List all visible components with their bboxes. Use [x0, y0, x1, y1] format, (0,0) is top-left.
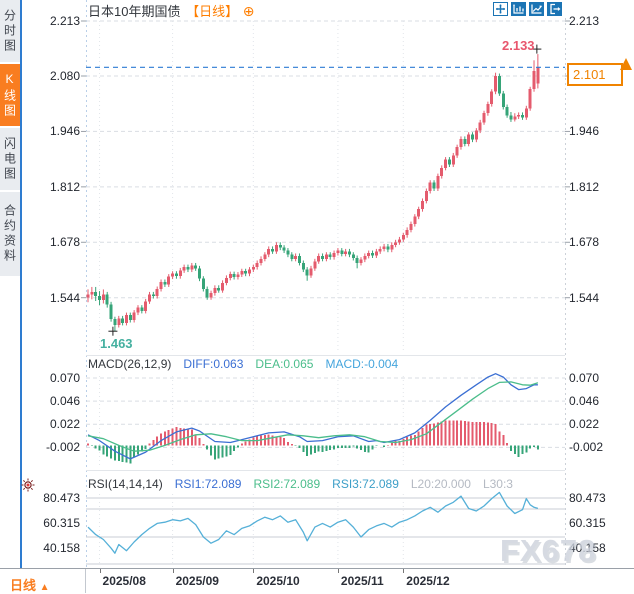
low-price-marker: 1.463 — [100, 336, 133, 351]
indicator-value-label: RSI2:72.089 — [253, 477, 321, 491]
rsi-axis-label: 40.158 — [43, 541, 80, 555]
sidebar-tab-timeshare[interactable]: 分时图 — [0, 0, 20, 62]
macd-dea-line — [87, 381, 539, 452]
period-selector[interactable]: 日线 ▲ — [10, 578, 50, 593]
sidebar-tab-kline[interactable]: K线图 — [0, 64, 20, 126]
price-axis-label: 1.544 — [569, 290, 600, 305]
price-axis-label: 1.946 — [49, 124, 80, 139]
indicator-value-label: L30:3 — [482, 477, 513, 491]
indicator-value-label: MACD(26,12,9) — [88, 357, 172, 371]
price-axis-label: 1.946 — [569, 124, 600, 139]
macd-axis-label: -0.002 — [569, 440, 604, 455]
price-axis-label: 1.678 — [569, 235, 600, 250]
time-axis-label: 2025/09 — [175, 574, 219, 588]
rsi-line — [87, 491, 539, 554]
scroll-to-latest-icon[interactable] — [620, 58, 632, 70]
macd-axis-label: -0.002 — [45, 440, 80, 455]
axis-corner-divider — [85, 569, 86, 593]
draw-line-icon[interactable] — [529, 2, 544, 16]
time-axis-label: 2025/08 — [102, 574, 146, 588]
rsi-axis-label: 80.473 — [569, 490, 606, 505]
add-indicator-icon[interactable]: ⊕ — [242, 3, 255, 19]
rsi-axis-label: 40.158 — [569, 541, 606, 555]
macd-axis-label: 0.070 — [49, 371, 80, 386]
macd-axis-label: 0.046 — [49, 394, 80, 409]
time-axis-label: 2025/10 — [256, 574, 300, 588]
period-tag[interactable]: 【日线】 — [186, 4, 239, 19]
indicator-value-label: RSI1:72.089 — [174, 477, 242, 491]
chart-toolbar — [493, 2, 562, 16]
rsi-axis-label: 60.315 — [569, 516, 606, 530]
time-axis-tick — [99, 569, 101, 573]
panel-separator — [86, 470, 565, 471]
indicator-value-label: DEA:0.065 — [255, 357, 314, 371]
range-stats-icon[interactable] — [511, 2, 526, 16]
rsi-axis-label: 60.315 — [43, 516, 80, 530]
macd-axis-label: 0.046 — [569, 394, 600, 409]
price-axis-label: 1.678 — [49, 235, 80, 250]
crosshair-icon[interactable] — [493, 2, 508, 16]
time-axis-tick — [253, 569, 255, 573]
page-forward-icon[interactable] — [547, 2, 562, 16]
price-axis-label: 2.213 — [49, 14, 80, 28]
price-axis-label: 2.080 — [49, 69, 80, 83]
left-sidebar: 分时图 K线图 闪电图 合约资料 — [0, 0, 20, 593]
rsi-axis-label: 80.473 — [43, 490, 80, 505]
macd-axis-label: 0.070 — [569, 371, 600, 386]
indicator-value-label: L20:20.000 — [410, 477, 471, 491]
indicator-value-label: MACD:-0.004 — [325, 357, 399, 371]
price-axis-label: 1.812 — [569, 179, 600, 194]
price-axis-label: 1.544 — [49, 290, 80, 305]
time-axis-tick — [337, 569, 339, 573]
indicator-value-label: RSI3:72.089 — [332, 477, 399, 491]
macd-axis-label: 0.022 — [49, 417, 80, 432]
price-axis-label: 2.213 — [569, 14, 600, 28]
sidebar-accent-line — [20, 0, 22, 568]
time-axis-border — [0, 568, 634, 569]
time-axis-label: 2025/12 — [406, 574, 450, 588]
macd-axis-label: 0.022 — [569, 417, 600, 432]
rsi-header: RSI(14,14,14) RSI1:72.089 RSI2:72.089 RSI3:… — [88, 477, 560, 491]
high-price-marker: 2.133 — [502, 38, 535, 53]
indicator-value-label: RSI(14,14,14) — [88, 477, 163, 491]
sidebar-tab-lightning[interactable]: 闪电图 — [0, 128, 20, 190]
instrument-title: 日本10年期国债 — [88, 4, 181, 19]
time-axis-label: 2025/11 — [340, 574, 384, 588]
macd-diff-line — [87, 373, 538, 460]
sidebar-tab-contract-info[interactable]: 合约资料 — [0, 192, 20, 276]
time-axis-tick — [403, 569, 405, 573]
time-axis-tick — [172, 569, 174, 573]
last-price-badge: 2.101 — [567, 63, 623, 86]
price-axis-label: 1.812 — [49, 179, 80, 194]
macd-header: MACD(26,12,9) DIFF:0.063 DEA:0.065 MACD:-0.… — [88, 357, 560, 371]
indicator-value-label: DIFF:0.063 — [183, 357, 244, 371]
chart-header: 日本10年期国债 【日线】 ⊕ — [88, 1, 254, 20]
indicator-settings-icon[interactable] — [21, 478, 35, 492]
panel-separator — [86, 355, 565, 356]
